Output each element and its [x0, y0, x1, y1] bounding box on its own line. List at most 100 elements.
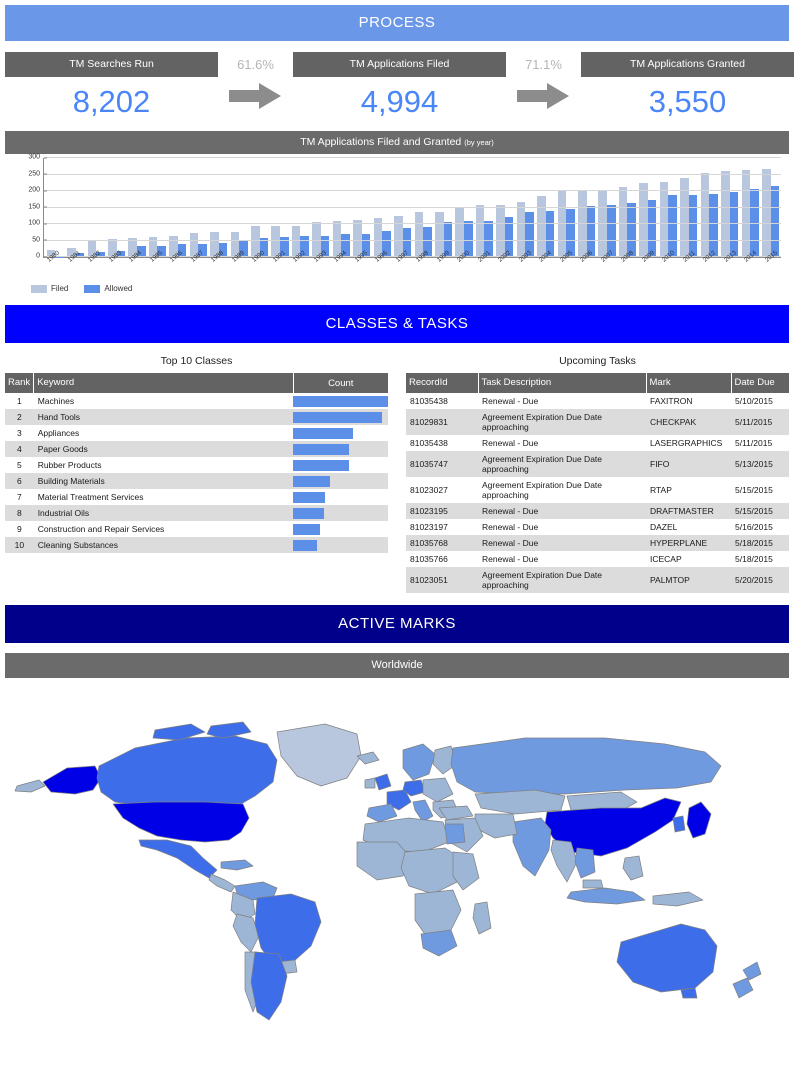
country-italy[interactable] [412, 799, 434, 823]
chart-bar-filed[interactable] [107, 238, 117, 257]
country-china[interactable] [544, 797, 682, 857]
chart-bar-group[interactable] [290, 158, 310, 257]
chart-bar-filed[interactable] [496, 205, 505, 257]
chart-bar-filed[interactable] [87, 240, 97, 257]
table-row[interactable]: 3 Appliances [5, 425, 388, 441]
country-egypt[interactable] [444, 823, 466, 845]
chart-bar-allowed[interactable] [239, 240, 248, 257]
country-central-africa[interactable] [400, 847, 462, 895]
chart-bar-filed[interactable] [46, 250, 56, 257]
chart-bar-group[interactable] [515, 158, 535, 257]
chart-bar-allowed[interactable] [259, 237, 269, 257]
chart-bar-allowed[interactable] [504, 216, 514, 257]
chart-bar-filed[interactable] [373, 218, 383, 257]
country-iceland[interactable] [356, 751, 380, 765]
country-alaska[interactable] [42, 765, 102, 795]
country-mongolia[interactable] [566, 791, 638, 813]
table-row[interactable]: 81035438 Renewal - Due LASERGRAPHICS 5/11/2… [406, 435, 789, 451]
chart-bar-filed[interactable] [721, 171, 730, 257]
country-aleutians[interactable] [14, 779, 46, 793]
chart-bar-allowed[interactable] [463, 221, 473, 257]
chart-bar-group[interactable] [209, 158, 229, 257]
chart-bar-group[interactable] [168, 158, 188, 257]
country-indonesia[interactable] [566, 887, 646, 905]
col-header-task-description[interactable]: Task Description [478, 373, 647, 393]
chart-bar-filed[interactable] [414, 212, 424, 257]
chart-bar-group[interactable] [454, 158, 474, 257]
chart-bar-allowed[interactable] [647, 199, 657, 257]
chart-bar-allowed[interactable] [402, 227, 412, 257]
world-map-svg[interactable] [5, 690, 789, 1068]
chart-bar-filed[interactable] [148, 236, 158, 257]
table-row[interactable]: 9 Construction and Repair Services [5, 521, 388, 537]
chart-bar-group[interactable] [760, 158, 780, 257]
chart-bar-allowed[interactable] [300, 235, 310, 257]
country-poland-east[interactable] [422, 777, 454, 803]
country-russia[interactable] [450, 737, 722, 795]
chart-bar-group[interactable] [638, 158, 658, 257]
chart-bar-filed[interactable] [475, 205, 485, 257]
table-row[interactable]: 81035766 Renewal - Due ICECAP 5/18/2015 [406, 551, 789, 567]
chart-bar-allowed[interactable] [566, 209, 575, 257]
country-ireland[interactable] [364, 777, 376, 789]
chart-bar-group[interactable] [65, 158, 85, 257]
chart-bar-allowed[interactable] [770, 186, 780, 257]
chart-bar-allowed[interactable] [382, 230, 391, 257]
country-new-zealand-south[interactable] [732, 977, 754, 999]
chart-bar-filed[interactable] [128, 237, 137, 257]
chart-bar-filed[interactable] [394, 216, 403, 257]
chart-bar-filed[interactable] [516, 201, 526, 257]
country-japan[interactable] [686, 801, 712, 839]
chart-bar-filed[interactable] [455, 207, 464, 257]
chart-bar-filed[interactable] [332, 221, 342, 257]
chart-bar-filed[interactable] [618, 187, 628, 257]
chart-bar-filed[interactable] [210, 231, 219, 257]
country-india[interactable] [512, 817, 552, 877]
world-map[interactable] [5, 690, 789, 1068]
chart-bar-allowed[interactable] [423, 226, 432, 257]
country-central-america[interactable] [208, 873, 236, 893]
table-row[interactable]: 81023197 Renewal - Due DAZEL 5/16/2015 [406, 519, 789, 535]
chart-bar-filed[interactable] [169, 235, 178, 257]
chart-bar-allowed[interactable] [157, 246, 166, 257]
chart-bar-group[interactable] [413, 158, 433, 257]
country-new-guinea[interactable] [652, 891, 704, 907]
chart-bar-group[interactable] [536, 158, 556, 257]
chart-bar-allowed[interactable] [586, 206, 596, 257]
col-header-record-id[interactable]: RecordId [406, 373, 479, 393]
table-row[interactable]: 1 Machines [5, 393, 388, 409]
chart-bar-filed[interactable] [434, 212, 444, 257]
chart-bar-allowed[interactable] [668, 194, 677, 257]
chart-bar-group[interactable] [617, 158, 637, 257]
country-east-africa[interactable] [452, 851, 480, 891]
chart-bar-group[interactable] [147, 158, 167, 257]
chart-bar-group[interactable] [699, 158, 719, 257]
chart-bar-group[interactable] [392, 158, 412, 257]
table-row[interactable]: 10 Cleaning Substances [5, 537, 388, 553]
country-united-kingdom[interactable] [374, 773, 392, 791]
country-madagascar[interactable] [472, 901, 492, 935]
chart-bar-allowed[interactable] [729, 192, 739, 257]
country-canada-arctic-2[interactable] [206, 721, 252, 739]
chart-bar-filed[interactable] [557, 191, 567, 257]
table-row[interactable]: 81029831 Agreement Expiration Due Date ap… [406, 409, 789, 435]
country-myanmar-thailand[interactable] [550, 839, 578, 883]
table-row[interactable]: 7 Material Treatment Services [5, 489, 388, 505]
chart-bar-allowed[interactable] [136, 246, 146, 257]
country-vietnam[interactable] [574, 847, 596, 879]
country-malaysia[interactable] [582, 879, 604, 889]
table-row[interactable]: 81035768 Renewal - Due HYPERPLANE 5/18/2015 [406, 535, 789, 551]
country-korea[interactable] [672, 815, 686, 833]
chart-bar-allowed[interactable] [709, 193, 718, 257]
country-australia[interactable] [616, 923, 718, 993]
chart-legend-item[interactable]: Filed [31, 284, 68, 293]
chart-bar-filed[interactable] [251, 225, 260, 257]
table-row[interactable]: 4 Paper Goods [5, 441, 388, 457]
chart-bar-group[interactable] [556, 158, 576, 257]
chart-bar-group[interactable] [679, 158, 699, 257]
chart-bar-allowed[interactable] [75, 253, 85, 257]
chart-bar-group[interactable] [127, 158, 147, 257]
chart-bar-filed[interactable] [230, 231, 240, 257]
chart-bar-group[interactable] [474, 158, 494, 257]
chart-bar-filed[interactable] [680, 178, 689, 257]
